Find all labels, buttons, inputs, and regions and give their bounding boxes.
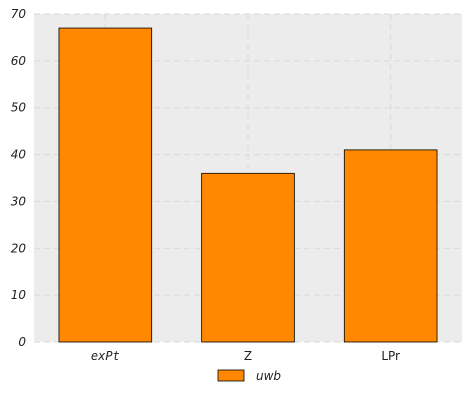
x-axis-ticks: exPt Z LPr — [91, 349, 400, 363]
y-tick-label: 60 — [11, 54, 27, 68]
y-tick-label: 0 — [18, 335, 26, 349]
bar-exPt — [58, 27, 153, 343]
y-tick-label: 70 — [11, 7, 27, 21]
bar-Z — [201, 172, 295, 343]
x-tick-label: LPr — [381, 349, 400, 363]
legend: uwb — [217, 369, 281, 383]
y-tick-label: 50 — [11, 101, 27, 115]
y-tick-label: 30 — [11, 194, 27, 208]
y-tick-label: 10 — [11, 288, 27, 302]
x-tick-label: Z — [244, 349, 252, 363]
legend-swatch — [217, 369, 245, 382]
y-axis-ticks: 0 10 20 30 40 50 60 70 — [11, 7, 27, 349]
bar-LPr — [343, 149, 438, 343]
x-tick-label: exPt — [91, 349, 120, 363]
y-tick-label: 40 — [11, 148, 27, 162]
bars — [58, 27, 438, 343]
y-tick-label: 20 — [11, 241, 27, 255]
legend-label: uwb — [256, 369, 281, 383]
